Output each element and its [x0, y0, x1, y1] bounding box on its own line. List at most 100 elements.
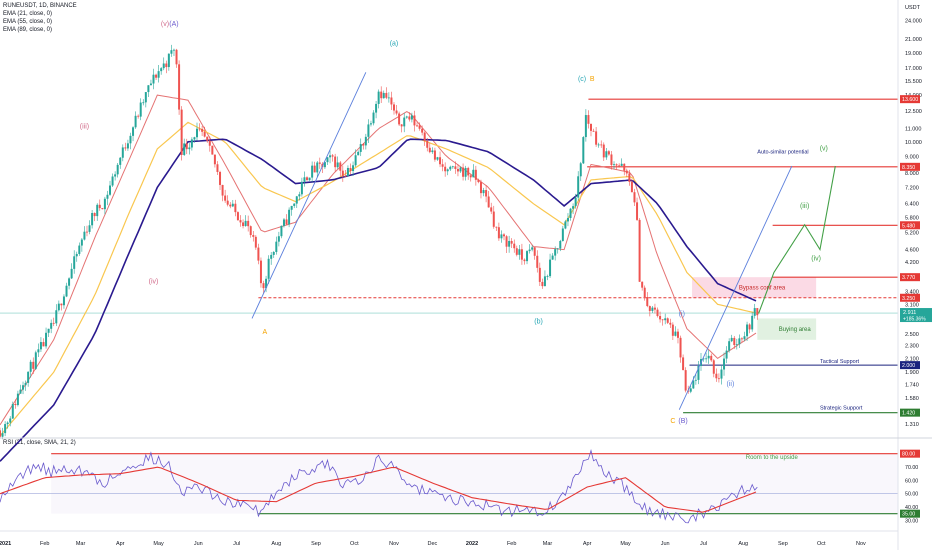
candle: [712, 360, 715, 374]
levels-layer: [0, 98, 898, 414]
rsi-line: [0, 448, 758, 524]
candle: [16, 393, 19, 406]
candle: [78, 245, 81, 254]
candle: [641, 281, 644, 288]
candle: [60, 303, 63, 306]
price-tick-label: 3.100: [905, 302, 919, 308]
candle: [587, 115, 590, 124]
candle: [193, 137, 196, 140]
candle: [505, 236, 508, 247]
candle: [147, 85, 150, 93]
rsi-level-value: 35.00: [902, 512, 915, 518]
rsi-ma-line: [0, 466, 757, 513]
candle: [109, 185, 112, 195]
date-tick-label: May: [620, 541, 631, 547]
price-tick-label: 8.000: [905, 171, 919, 177]
rsi-level-tag: [900, 449, 920, 458]
candle: [42, 342, 45, 347]
candle: [195, 128, 198, 138]
ema89-legend: EMA (89, close, 0): [3, 27, 53, 33]
candle: [11, 403, 14, 419]
candle: [83, 231, 86, 240]
price-tick-label: 17.000: [905, 66, 922, 72]
candle: [441, 164, 444, 167]
candle: [236, 212, 239, 221]
candle: [446, 169, 449, 172]
zone-rect: [692, 277, 817, 298]
projection-line: [678, 165, 793, 410]
level-price-value: 3.250: [902, 296, 915, 302]
candle: [22, 385, 25, 390]
zone-label: Bypass conf area: [739, 285, 786, 291]
candle: [190, 139, 193, 148]
price-tick-label: 2.100: [905, 356, 919, 362]
candle: [715, 373, 718, 379]
candle: [313, 165, 316, 173]
price-tick-label: 5.200: [905, 231, 919, 237]
date-tick-label: Feb: [507, 541, 516, 547]
candle: [121, 147, 124, 158]
candle: [375, 103, 378, 113]
candle: [126, 143, 129, 149]
candle: [436, 157, 439, 160]
candle: [561, 228, 564, 241]
trend-line: [251, 72, 367, 319]
candle: [152, 74, 155, 84]
level-price-tag: [900, 408, 920, 417]
candle: [556, 248, 559, 250]
candle: [751, 315, 754, 330]
candle: [497, 227, 500, 239]
candle: [6, 422, 9, 425]
date-tick-label: Jul: [700, 541, 707, 547]
candle: [362, 144, 365, 146]
wave-label: Tactical Support: [820, 359, 860, 365]
level-price-tag: [900, 162, 920, 171]
wave-label: (v): [820, 145, 828, 152]
candle: [129, 135, 132, 144]
candle: [490, 207, 493, 212]
candle: [336, 162, 339, 168]
date-tick-label: Oct: [817, 541, 826, 547]
candle: [661, 319, 664, 321]
wave-label: (A): [169, 21, 178, 28]
candle: [705, 358, 708, 360]
candle: [697, 365, 700, 380]
candle: [24, 382, 27, 386]
candle: [354, 155, 357, 166]
candle: [692, 380, 695, 389]
price-tick-label: 12.500: [905, 109, 922, 115]
candle: [572, 206, 575, 209]
candle: [318, 162, 321, 164]
wave-label: (iii): [800, 203, 809, 210]
candle: [638, 219, 641, 282]
candle: [14, 403, 17, 406]
candle: [403, 117, 406, 127]
wave-label: C: [670, 418, 675, 425]
candle: [377, 91, 380, 104]
candle: [85, 231, 88, 233]
candle: [479, 182, 482, 194]
candle: [272, 251, 275, 255]
candle: [226, 200, 229, 205]
candle: [433, 150, 436, 160]
wave-label: (iv): [149, 279, 159, 286]
candle: [364, 136, 367, 146]
candle: [257, 247, 260, 261]
candle: [418, 125, 421, 129]
candle: [600, 144, 603, 146]
candle: [584, 115, 587, 138]
candle: [607, 151, 610, 155]
candle: [239, 220, 242, 223]
candle: [9, 418, 12, 423]
candle: [710, 355, 713, 361]
date-tick-label: Jun: [661, 541, 670, 547]
candle: [725, 350, 728, 359]
candle: [410, 115, 413, 120]
candle: [613, 164, 616, 166]
candle: [610, 154, 613, 166]
candle: [137, 115, 140, 117]
wave-label: (iii): [80, 124, 89, 131]
candle: [508, 240, 511, 247]
candle: [311, 165, 314, 178]
